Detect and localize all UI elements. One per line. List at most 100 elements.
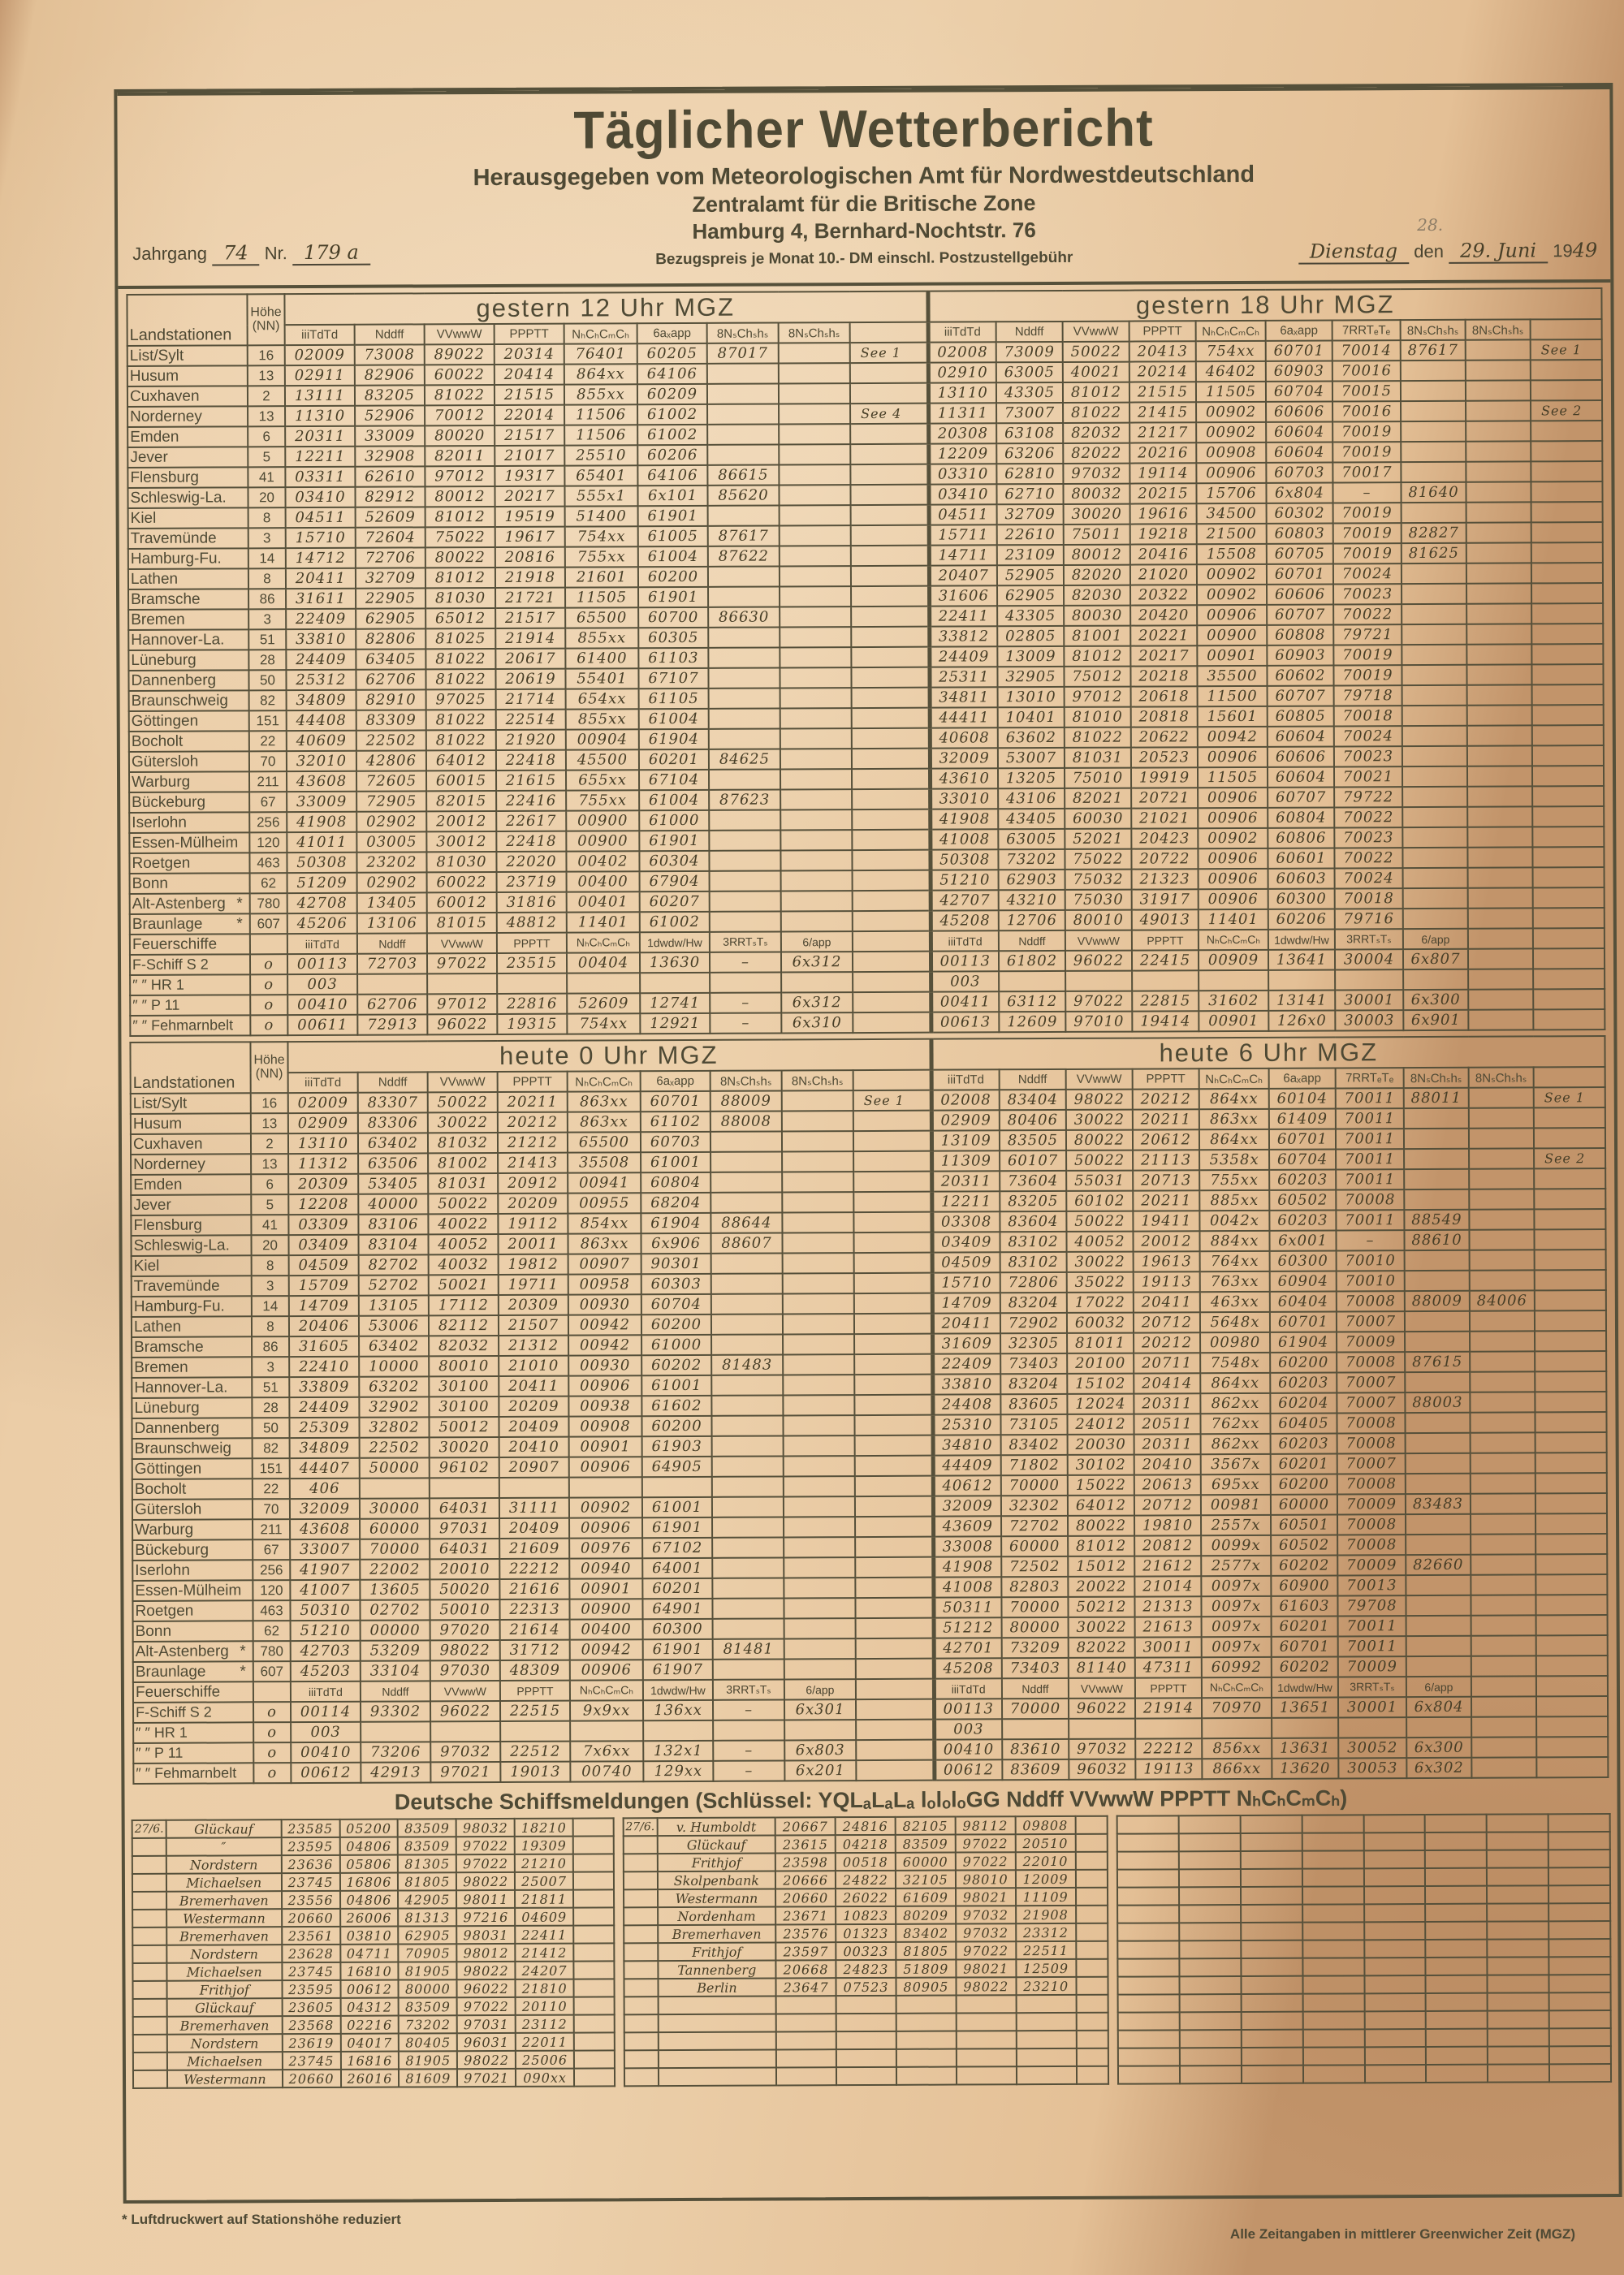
- obs-value-cell: 11506: [564, 404, 638, 425]
- obs-value-cell: 30100: [429, 1396, 499, 1418]
- obs-value-cell: 60707: [1268, 787, 1335, 808]
- obs-value-cell: 00908: [1196, 442, 1267, 464]
- obs-value-cell: 83605: [1000, 1393, 1068, 1415]
- obs-value-cell: 00942: [568, 1314, 642, 1336]
- obs-value-cell: 855xx: [565, 628, 639, 649]
- obs-value-cell: [1535, 1574, 1608, 1595]
- station-name-cell: Lüneburg: [128, 650, 249, 671]
- obs-value-cell: 82112: [428, 1314, 499, 1336]
- obs-value-cell: 70011: [1335, 1088, 1404, 1109]
- hoehe-cell: 780: [249, 893, 287, 914]
- ship-value-cell: [1016, 2012, 1077, 2031]
- obs-value-cell: 21613: [1134, 1617, 1202, 1638]
- empty-cell: [1425, 1939, 1488, 1958]
- obs-value-cell: [1471, 1534, 1536, 1555]
- empty-cell: [1487, 1975, 1549, 1993]
- ship-row: Frithjof 23598 00518 60000 97022 22010: [623, 1851, 1108, 1872]
- obs-value-cell: 19315: [497, 1013, 568, 1034]
- station-name-cell: Lathen: [127, 568, 249, 589]
- empty-cell: [1179, 1887, 1242, 1906]
- obs-value-cell: 754xx: [564, 526, 638, 547]
- obs-value-cell: 67104: [638, 769, 710, 791]
- obs-value-cell: [1535, 1432, 1607, 1453]
- obs-value-cell: [1405, 1331, 1471, 1353]
- obs-value-cell: [1465, 360, 1531, 381]
- obs-value-cell: [784, 1578, 856, 1599]
- ship-name-cell: Glückauf: [657, 1835, 776, 1854]
- obs-value-cell: [853, 991, 931, 1013]
- obs-value-cell: 61002: [637, 424, 708, 446]
- obs-value-cell: [1466, 421, 1531, 442]
- obs-value-cell: 97010: [1065, 1011, 1133, 1032]
- hoehe-cell: o: [250, 1015, 288, 1036]
- ship-value-cell: 23312: [1015, 1923, 1076, 1942]
- obs-value-cell: [1401, 563, 1466, 585]
- obs-value-cell: 50010: [430, 1599, 500, 1621]
- empty-cell: [1302, 1993, 1365, 2012]
- obs-value-cell: 31712: [499, 1639, 570, 1660]
- obs-value-cell: [500, 1720, 571, 1742]
- obs-value-cell: 32709: [355, 568, 426, 589]
- obs-value-cell: 22410: [289, 1356, 360, 1378]
- fs-col-header-cell: NₕCₕCₘCₕ: [566, 932, 640, 953]
- obs-value-cell: 21217: [1129, 422, 1197, 443]
- empty-cell: [1075, 1940, 1108, 1959]
- obs-value-cell: 81483: [711, 1354, 784, 1375]
- empty-cell: [1487, 1992, 1549, 2011]
- obs-value-cell: 81140: [1068, 1657, 1135, 1678]
- obs-value-cell: 83404: [999, 1089, 1066, 1111]
- obs-value-cell: [783, 1415, 855, 1436]
- empty-cell: [1240, 1886, 1302, 1906]
- obs-value-cell: 60603: [1268, 868, 1335, 889]
- obs-value-cell: 80010: [1065, 909, 1132, 930]
- obs-value-cell: 11505: [1195, 381, 1267, 403]
- obs-value-cell: 60200: [1270, 1352, 1337, 1373]
- hoehe-cell: 256: [249, 812, 287, 833]
- obs-value-cell: 61001: [641, 1375, 712, 1397]
- ship-row: Skolpenbank 20666 24822 32105 98010 12009: [623, 1869, 1108, 1890]
- ship-row: Michaelsen 23745 16810 81905 98022 24207: [132, 1961, 615, 1981]
- issue-number-block: Jahrgang 74 Nr. 179 a: [132, 240, 370, 266]
- obs-value-cell: 864xx: [564, 364, 637, 385]
- empty-cell: [1302, 2011, 1365, 2030]
- obs-value-cell: 13110: [927, 382, 997, 404]
- ship-value-cell: 21908: [1015, 1905, 1076, 1924]
- document-frame: Täglicher Wetterbericht Herausgegeben vo…: [114, 82, 1622, 2204]
- obs-value-cell: 65012: [425, 607, 496, 629]
- hoehe-cell: 82: [252, 1438, 290, 1459]
- obs-value-cell: [1536, 1716, 1609, 1738]
- obs-value-cell: 51210: [290, 1620, 361, 1642]
- obs-value-cell: 32009: [929, 748, 998, 769]
- obs-value-cell: 21721: [495, 587, 566, 608]
- col-header-cell: 6aₓapp: [637, 322, 707, 344]
- obs-value-cell: 60604: [1267, 726, 1334, 747]
- obs-value-cell: [1405, 1371, 1471, 1393]
- ship-value-cell: 97032: [955, 1906, 1016, 1924]
- empty-cell: [1075, 1869, 1108, 1888]
- obs-value-cell: 10000: [359, 1356, 430, 1377]
- obs-value-cell: [1536, 1737, 1609, 1758]
- obs-value-cell: 00114: [290, 1701, 361, 1723]
- obs-value-cell: [710, 1172, 783, 1193]
- obs-value-cell: 44407: [289, 1457, 360, 1479]
- obs-value-cell: 70011: [1337, 1616, 1406, 1637]
- fs-col-header-cell: iiiTdTd: [287, 933, 357, 955]
- date-cell: [132, 2052, 167, 2070]
- obs-value-cell: 00411: [931, 991, 1000, 1012]
- feuerschiffe-label: Feuerschiffe: [132, 1681, 253, 1703]
- obs-value-cell: [782, 1232, 854, 1254]
- obs-value-cell: 20217: [1130, 645, 1198, 667]
- obs-value-cell: [1402, 603, 1467, 625]
- col-header-cell: PPPTT: [494, 323, 564, 344]
- obs-value-cell: 84006: [1469, 1290, 1535, 1311]
- obs-value-cell: 83610: [1002, 1738, 1069, 1760]
- obs-value-cell: 96102: [429, 1457, 499, 1479]
- hoehe-cell: 67: [249, 792, 287, 813]
- obs-value-cell: 44411: [929, 707, 998, 728]
- obs-value-cell: [568, 1477, 642, 1498]
- obs-value-cell: 6x302: [1406, 1757, 1472, 1779]
- empty-cell: [573, 1889, 614, 1908]
- ship-value-cell: 61609: [895, 1888, 956, 1906]
- col-header-cell: NₕCₕCₘCₕ: [564, 323, 637, 344]
- hoehe-cell: 211: [253, 1519, 291, 1540]
